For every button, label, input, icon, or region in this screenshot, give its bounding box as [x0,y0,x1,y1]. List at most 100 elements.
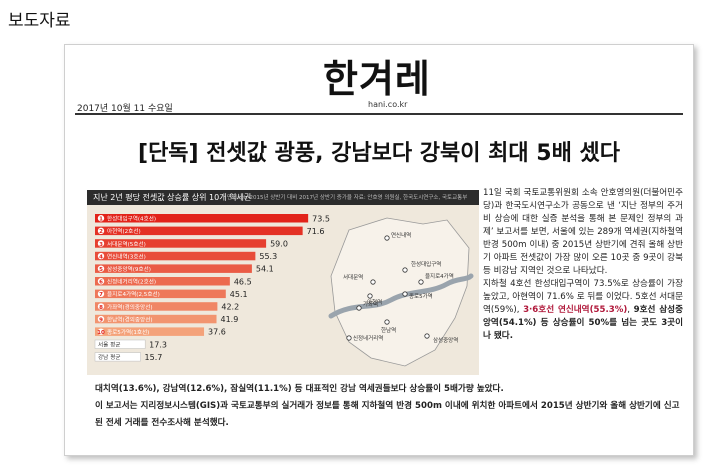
value-label: 42.2 [221,302,239,311]
value-label: 17.3 [149,340,167,349]
station-label: 신정네거리역 [353,334,383,342]
bar [94,339,146,349]
value-label: 45.1 [230,290,248,299]
rank-number: 8 [99,305,103,311]
article-body: 11일 국회 국토교통위원회 소속 안호영의원(더불어민주당)과 한국도시연구소… [483,187,683,343]
article-bottom: 대치역(13.6%), 강남역(12.6%), 잠실역(11.1%) 등 대표적… [95,381,683,432]
bar [95,251,256,261]
body-paragraph: 11일 국회 국토교통위원회 소속 안호영의원(더불어민주당)과 한국도시연구소… [483,187,683,278]
station-label: 삼성중앙역 [433,336,458,344]
rank-number: 10 [97,330,105,336]
bar [95,289,226,299]
value-label: 15.7 [145,353,163,362]
value-label: 73.5 [312,214,330,223]
value-label: 37.6 [208,328,226,337]
value-label: 71.6 [307,227,325,236]
rank-number: 2 [99,229,103,235]
bar [95,226,303,236]
value-label: 46.5 [234,277,252,286]
category-label: 종로5가역(1호선) [107,328,149,336]
category-label: 한남역(경의중앙선) [107,315,153,323]
category-label: 을지로4가역(2,5호선) [107,290,160,298]
newspaper-clipping: 한겨레 hani.co.kr 2017년 10월 11 수요일 [단독] 전셋값… [64,44,694,456]
rank-number: 5 [99,267,103,273]
value-label: 54.1 [256,265,274,274]
bar [95,277,230,286]
station-label: 연신내역 [391,231,411,239]
station-marker [367,293,373,299]
rank-dot [97,227,105,235]
rent-increase-chart: 지난 2년 평당 전셋값 상승률 상위 10개 역세권 단위: %, 2015년… [87,190,479,375]
rank-dot [97,215,105,222]
rank-dot [97,328,105,335]
newspaper-url: hani.co.kr [368,100,408,109]
station-label: 가좌역 [363,300,378,308]
body-text-run: , [627,305,634,315]
rank-dot [97,252,105,260]
bar [95,327,205,336]
bar [95,314,217,324]
bar [95,214,309,223]
station-marker [418,279,424,285]
bar [94,352,141,362]
body-text-run: 지하철 4호선 한성대입구역이 73.5%로 상승률이 가장 높았고, 아현역이… [483,279,683,315]
bar [95,239,267,248]
station-label: 한성대입구역 [411,260,441,268]
station-marker [424,333,430,339]
value-label: 59.0 [270,239,288,248]
seoul-map-outline [330,217,470,367]
station-marker [356,305,362,311]
station-marker [402,267,408,273]
rank-dot [97,315,105,323]
rank-dot [97,265,105,272]
station-label: 아현역 [367,298,382,306]
value-label: 41.9 [221,315,239,324]
body-text-run: 3·6호선 연신내역(55.3%) [523,305,628,315]
category-label: 연신내역(3호선) [107,252,146,260]
rank-dot [97,278,105,285]
value-label: 55.3 [259,252,277,261]
rank-dot [97,290,105,298]
newspaper-logo: 한겨레 [323,56,431,101]
category-label: 가좌역(경의중앙선) [107,303,153,311]
body-text-run: 11일 국회 국토교통위원회 소속 안호영의원(더불어민주당)과 한국도시연구소… [483,188,683,276]
station-marker [370,279,376,285]
category-label: 서울 평균 [98,341,120,349]
rank-number: 4 [99,254,103,260]
station-marker [346,335,352,341]
bar [95,302,218,311]
chart-note: 단위: %, 2015년 상반기 대비 2017년 상반기 증가율 자료: 안호… [227,195,468,201]
station-marker [384,319,390,325]
press-release-label: 보도자료 [8,11,71,31]
rank-number: 9 [99,317,103,323]
station-label: 을지로4가역 [425,272,454,280]
bar [95,264,252,273]
chart-title: 지난 2년 평당 전셋값 상승률 상위 10개 역세권 [93,193,252,202]
category-label: 신정네거리역(2호선) [107,278,156,286]
category-label: 삼성중앙역(9호선) [107,265,151,273]
station-marker [402,291,408,297]
rank-number: 1 [99,217,103,223]
body-paragraph: 지하철 4호선 한성대입구역이 73.5%로 상승률이 가장 높았고, 아현역이… [483,278,683,343]
chart-canvas: 1 한성대입구역(4호선) 73.5 2 아현역(2호선) 71.6 3 서대문역(5호선) 5… [94,214,474,367]
station-marker [384,235,390,241]
rank-dot [97,240,105,247]
category-label: 아현역(2호선) [107,227,141,235]
category-label: 강남 평균 [98,353,120,361]
station-label: 종로5가역 [409,292,433,300]
category-label: 서대문역(5호선) [107,240,146,248]
chart-header: 지난 2년 평당 전셋값 상승률 상위 10개 역세권 단위: %, 2015년… [87,190,479,205]
station-label: 한남역 [381,326,396,334]
rank-dot [97,303,105,310]
rank-number: 3 [99,242,103,248]
category-label: 한성대입구역(4호선) [107,215,156,223]
rank-number: 6 [99,280,103,286]
header-divider [75,113,683,115]
body-text-run: 9호선 삼성중앙역(54.1%) 등 상승률이 50%를 넘는 곳도 3곳이나 … [483,305,683,341]
bottom-paragraph: 대치역(13.6%), 강남역(12.6%), 잠실역(11.1%) 등 대표적… [95,384,504,394]
rank-number: 7 [99,292,103,298]
bottom-paragraph: 이 보고서는 지리정보시스템(GIS)과 국토교통부의 실거래가 정보를 통해 … [95,401,680,428]
station-label: 서대문역 [343,273,363,281]
article-headline: [단독] 전셋값 광풍, 강남보다 강북이 최대 5배 셌다 [138,141,620,166]
publication-date: 2017년 10월 11 수요일 [77,104,173,114]
